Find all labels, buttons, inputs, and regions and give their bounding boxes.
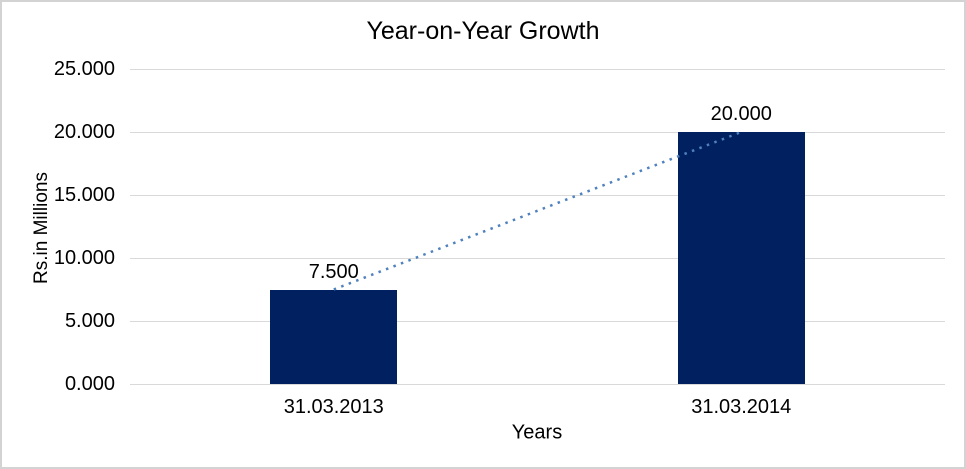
y-tick-label: 5.000 xyxy=(64,310,115,332)
bar-value-label: 7.500 xyxy=(308,260,359,283)
gridline xyxy=(130,194,945,196)
trendline xyxy=(333,130,742,291)
chart-title: Year-on-Year Growth xyxy=(366,17,600,45)
x-axis-title: Years xyxy=(511,421,563,444)
gridline xyxy=(130,257,945,259)
bar-value-label: 20.000 xyxy=(710,103,772,125)
x-tick-label: 31.03.2014 xyxy=(691,396,792,418)
gridline xyxy=(130,131,945,133)
bar-31.03.2013 xyxy=(270,289,398,384)
y-tick-label: 10.000 xyxy=(53,247,115,269)
y-tick-label: 20.000 xyxy=(53,121,115,143)
plot-area: 7.500 20.000 xyxy=(130,68,945,385)
gridline xyxy=(130,68,945,70)
bar-31.03.2014 xyxy=(677,132,805,384)
y-tick-label: 0.000 xyxy=(64,373,115,395)
y-tick-label: 15.000 xyxy=(53,184,115,206)
y-tick-label: 25.000 xyxy=(53,58,115,80)
x-axis-line xyxy=(130,383,945,385)
x-tick-label: 31.03.2013 xyxy=(283,396,384,418)
gridline xyxy=(130,320,945,322)
